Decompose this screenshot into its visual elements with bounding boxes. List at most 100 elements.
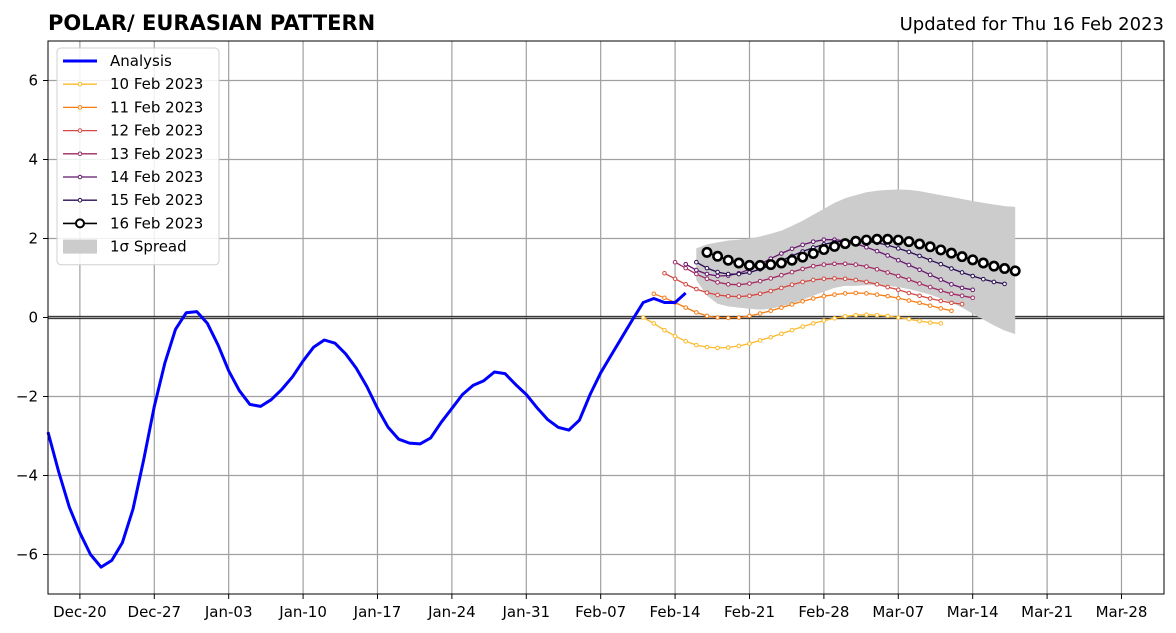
- series-point: [821, 237, 827, 242]
- series-point: [683, 261, 689, 267]
- series-point: [829, 240, 841, 252]
- series-point: [821, 276, 827, 282]
- forecast-series: [701, 233, 1021, 277]
- series-point: [821, 293, 827, 299]
- series-point: [927, 272, 933, 278]
- series-point: [683, 282, 689, 287]
- series-point: [810, 263, 816, 269]
- series-point: [672, 276, 678, 282]
- series-point: [895, 287, 901, 293]
- series-point: [757, 338, 763, 343]
- series-point: [842, 261, 848, 267]
- series-point: [765, 259, 777, 271]
- series-point: [967, 254, 979, 266]
- series-point: [871, 233, 883, 245]
- series-point: [917, 253, 922, 259]
- y-tick-label: 6: [28, 72, 38, 90]
- series-point: [970, 295, 975, 301]
- legend-marker: [77, 105, 83, 110]
- series-point: [842, 314, 848, 319]
- x-tick-label: Mar-28: [1096, 603, 1148, 621]
- legend-entry: 11 Feb 2023: [63, 98, 203, 116]
- series-point: [725, 282, 731, 287]
- series-point: [712, 250, 724, 262]
- legend-marker: [77, 151, 83, 157]
- y-tick-label: −2: [16, 388, 38, 406]
- legend-entry: 13 Feb 2023: [63, 145, 203, 163]
- series-point: [768, 276, 774, 281]
- series-point: [991, 279, 997, 285]
- series-point: [736, 282, 742, 288]
- series-point: [818, 244, 830, 256]
- series-point: [885, 284, 890, 290]
- series-point: [874, 292, 880, 297]
- chart-title: POLAR/ EURASIAN PATTERN: [48, 11, 375, 35]
- series-point: [903, 236, 915, 248]
- x-tick-label: Jan-17: [353, 603, 402, 621]
- x-tick-label: Dec-27: [128, 603, 182, 621]
- series-point: [874, 267, 880, 272]
- series-point: [839, 238, 851, 250]
- legend-marker: [75, 218, 85, 229]
- spread-band: [696, 189, 1016, 335]
- x-tick-label: Jan-31: [501, 603, 550, 621]
- series-point: [885, 293, 890, 299]
- legend-marker: [77, 174, 83, 180]
- series-point: [864, 312, 869, 318]
- legend-label: 15 Feb 2023: [110, 191, 203, 209]
- series-point: [949, 300, 954, 306]
- series-point: [757, 311, 763, 316]
- series-point: [895, 273, 901, 279]
- series-point: [810, 296, 816, 301]
- series-point: [892, 234, 904, 246]
- series-point: [779, 305, 784, 310]
- series-point: [789, 269, 795, 275]
- series-point: [786, 254, 798, 266]
- series-point: [704, 290, 710, 295]
- series-point: [683, 305, 689, 310]
- series-point: [906, 249, 912, 255]
- legend: Analysis 10 Feb 2023 11 Feb 2023 12 Feb 202…: [56, 47, 220, 266]
- series-point: [683, 265, 689, 271]
- series-point: [895, 295, 901, 301]
- series-point: [694, 267, 699, 273]
- series-point: [800, 266, 805, 272]
- legend-label: Analysis: [110, 52, 172, 70]
- series-point: [864, 244, 869, 250]
- x-tick-label: Feb-07: [575, 603, 626, 621]
- series-point: [651, 291, 657, 297]
- series-point: [906, 298, 912, 303]
- series-point: [864, 264, 869, 269]
- series-point: [938, 306, 944, 311]
- x-axis: Dec-20 Dec-27 Jan-03 Jan-10 Jan-17 Jan-24 Jan-…: [53, 594, 1147, 621]
- y-axis: 6 4 2 0 −2 −4 −6: [16, 72, 48, 564]
- legend-entry: 14 Feb 2023: [63, 168, 203, 186]
- forecast-series: [662, 270, 965, 307]
- series-point: [938, 288, 944, 293]
- series-point: [694, 286, 699, 292]
- series-point: [747, 270, 752, 275]
- legend-marker: [77, 81, 83, 87]
- series-point: [874, 248, 880, 254]
- series-point: [821, 318, 827, 323]
- series-point: [736, 315, 742, 320]
- series-point: [715, 269, 720, 275]
- series-point: [842, 291, 848, 296]
- series-point: [704, 313, 710, 319]
- legend-entry: 10 Feb 2023: [63, 75, 203, 93]
- series-point: [917, 300, 922, 306]
- series-point: [885, 253, 890, 258]
- series-point: [895, 257, 901, 263]
- x-tick-label: Mar-07: [872, 603, 924, 621]
- series-point: [800, 279, 805, 285]
- series-point: [938, 277, 944, 282]
- series-point: [895, 315, 901, 320]
- series-point: [747, 293, 752, 299]
- series-point: [810, 321, 816, 326]
- series-point: [789, 282, 795, 288]
- series-point: [970, 273, 975, 279]
- series-point: [651, 321, 657, 326]
- series-point: [864, 291, 869, 296]
- legend-label: 14 Feb 2023: [110, 168, 203, 186]
